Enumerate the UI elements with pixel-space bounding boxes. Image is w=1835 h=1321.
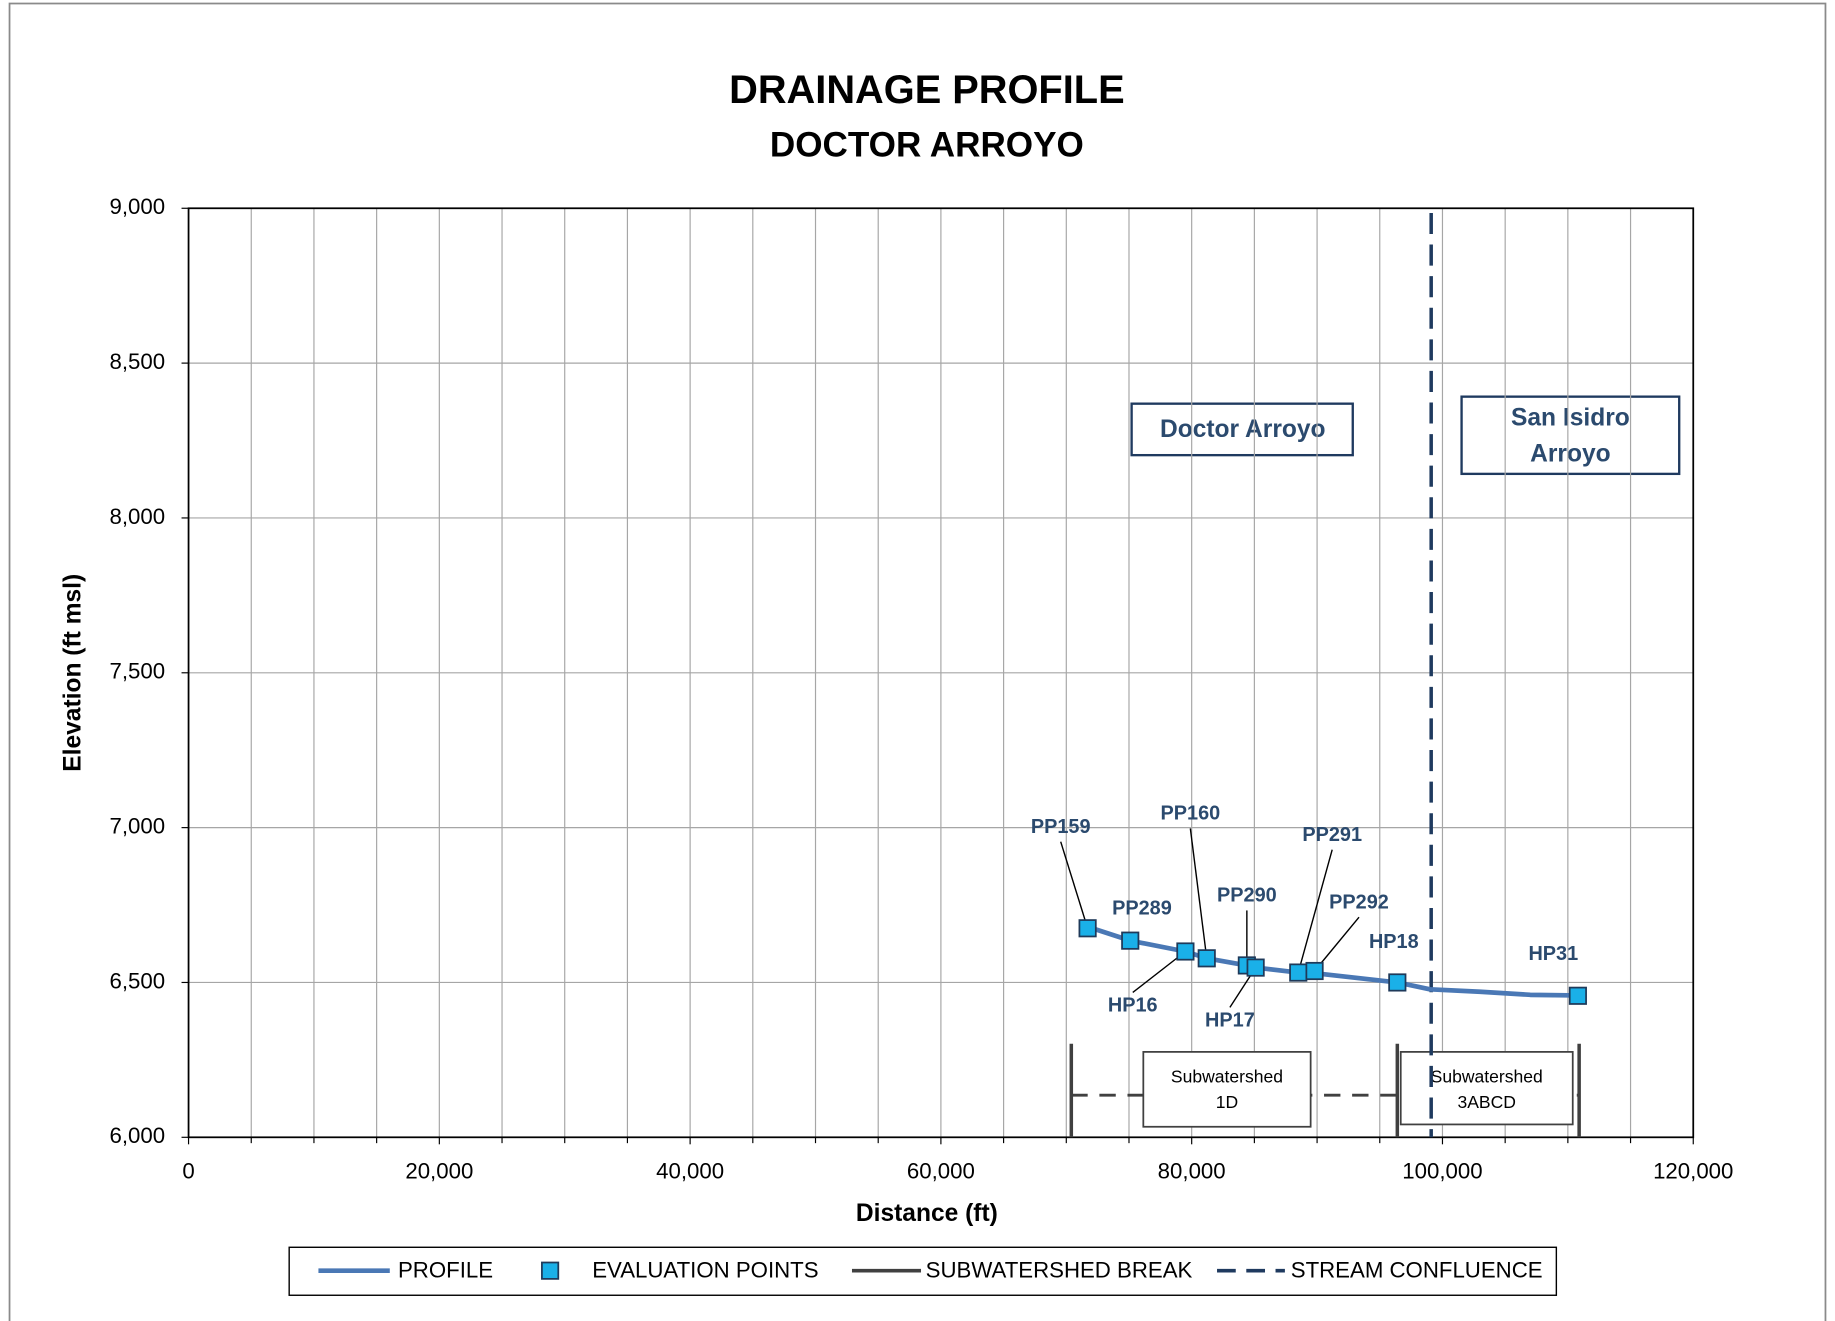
subwatershed-label: Subwatershed <box>1171 1066 1283 1086</box>
evaluation-point <box>1305 961 1324 981</box>
y-tick-label: 8,500 <box>110 349 166 374</box>
leader-line <box>1060 841 1089 929</box>
region-box <box>1460 395 1681 476</box>
point-label: HP18 <box>1369 931 1419 953</box>
point-label: HP16 <box>1108 995 1158 1017</box>
evaluation-point <box>1121 931 1140 950</box>
leader-line <box>1297 849 1333 973</box>
point-label: PP289 <box>1112 897 1172 919</box>
chart-subtitle: DOCTOR ARROYO <box>770 126 1084 165</box>
subwatershed-box <box>1142 1051 1312 1128</box>
legend <box>288 1246 1558 1296</box>
point-label: HP17 <box>1205 1010 1255 1032</box>
region-label: San Isidro <box>1511 404 1630 431</box>
x-tick-label: 0 <box>182 1158 194 1183</box>
x-tick-label: 120,000 <box>1653 1158 1733 1183</box>
grid <box>187 207 1694 1144</box>
point-label: HP31 <box>1528 943 1578 965</box>
point-label: PP160 <box>1161 803 1221 825</box>
point-label: PP292 <box>1329 891 1389 913</box>
evaluation-point <box>1246 958 1265 977</box>
x-tick-label: 40,000 <box>656 1158 724 1183</box>
evaluation-point <box>1078 919 1097 938</box>
region-box <box>1130 402 1354 457</box>
y-tick-label: 7,500 <box>110 659 166 684</box>
subwatershed-box <box>1399 1051 1574 1126</box>
legend-label: PROFILE <box>398 1258 493 1283</box>
x-tick-label: 80,000 <box>1158 1158 1226 1183</box>
point-label: PP290 <box>1217 885 1277 907</box>
y-tick-label: 8,000 <box>110 504 166 529</box>
evaluation-point <box>1197 949 1216 968</box>
legend-label: EVALUATION POINTS <box>592 1258 818 1283</box>
legend-label: SUBWATERSHED BREAK <box>926 1258 1193 1283</box>
x-axis-label: Distance (ft) <box>856 1200 998 1227</box>
point-label: PP159 <box>1031 816 1091 838</box>
legend-label: STREAM CONFLUENCE <box>1291 1258 1543 1283</box>
x-tick-label: 60,000 <box>907 1158 975 1183</box>
evaluation-point <box>1388 973 1407 992</box>
y-tick-label: 7,000 <box>110 813 166 838</box>
legend-swatch <box>541 1261 560 1280</box>
region-label: Doctor Arroyo <box>1160 416 1326 443</box>
y-tick-label: 9,000 <box>110 194 166 219</box>
chart-title: DRAINAGE PROFILE <box>729 68 1124 112</box>
evaluation-point <box>1176 942 1195 961</box>
subwatershed-label: 1D <box>1216 1092 1238 1112</box>
y-tick-label: 6,500 <box>110 968 166 993</box>
subwatershed-label: 3ABCD <box>1457 1092 1516 1112</box>
evaluation-point <box>1568 986 1587 1005</box>
y-axis-label: Elevation (ft msl) <box>59 574 86 772</box>
plot-frame <box>187 207 1695 1139</box>
point-label: PP291 <box>1302 824 1362 846</box>
y-tick-label: 6,000 <box>110 1123 166 1148</box>
leader-line <box>1189 828 1208 959</box>
evaluation-point <box>1289 963 1308 982</box>
x-tick-label: 100,000 <box>1402 1158 1482 1183</box>
x-tick-label: 20,000 <box>405 1158 473 1183</box>
region-label: Arroyo <box>1530 441 1611 468</box>
subwatershed-label: Subwatershed <box>1431 1066 1543 1086</box>
